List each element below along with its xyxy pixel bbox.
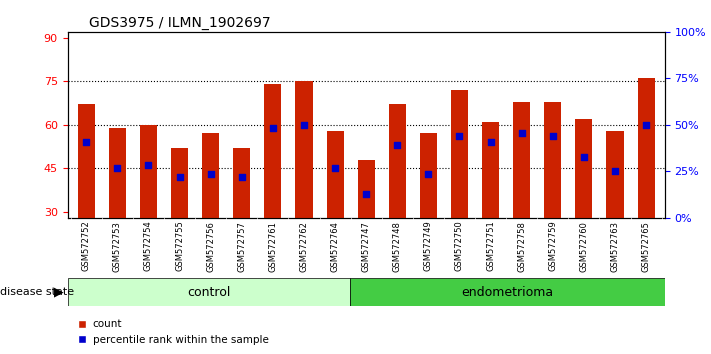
Text: GSM572751: GSM572751 xyxy=(486,221,495,272)
Legend: count, percentile rank within the sample: count, percentile rank within the sample xyxy=(73,315,272,349)
Point xyxy=(236,174,247,180)
Text: GSM572762: GSM572762 xyxy=(299,221,309,272)
Text: GSM572759: GSM572759 xyxy=(548,221,557,272)
Bar xyxy=(575,119,592,218)
Text: GSM572753: GSM572753 xyxy=(113,221,122,272)
Text: GSM572748: GSM572748 xyxy=(392,221,402,272)
Point xyxy=(112,166,123,171)
Bar xyxy=(513,102,530,218)
Point xyxy=(516,131,528,136)
Bar xyxy=(140,125,157,218)
Point xyxy=(641,122,652,128)
Text: control: control xyxy=(187,286,230,298)
Text: GSM572755: GSM572755 xyxy=(175,221,184,272)
Point xyxy=(267,125,279,131)
Bar xyxy=(233,148,250,218)
Text: GSM572752: GSM572752 xyxy=(82,221,91,272)
Point xyxy=(205,171,216,177)
Bar xyxy=(358,160,375,218)
Text: ▶: ▶ xyxy=(54,286,64,298)
Bar xyxy=(295,81,313,218)
Bar xyxy=(68,278,351,306)
Point xyxy=(80,139,92,145)
Point xyxy=(299,122,310,128)
Bar xyxy=(638,78,655,218)
Text: GSM572758: GSM572758 xyxy=(517,221,526,272)
Text: GSM572756: GSM572756 xyxy=(206,221,215,272)
Text: GSM572761: GSM572761 xyxy=(268,221,277,272)
Bar xyxy=(419,133,437,218)
Point xyxy=(360,192,372,197)
Bar xyxy=(264,84,282,218)
Bar xyxy=(451,90,468,218)
Text: GSM572763: GSM572763 xyxy=(611,221,619,272)
Point xyxy=(329,166,341,171)
Point xyxy=(547,133,559,139)
Text: GSM572760: GSM572760 xyxy=(579,221,589,272)
Bar xyxy=(482,122,499,218)
Text: GSM572757: GSM572757 xyxy=(237,221,246,272)
Point xyxy=(174,174,186,180)
Bar xyxy=(109,128,126,218)
Bar xyxy=(171,148,188,218)
Point xyxy=(454,133,465,139)
Bar xyxy=(544,102,562,218)
Bar xyxy=(351,278,665,306)
Text: GSM572750: GSM572750 xyxy=(455,221,464,272)
Point xyxy=(578,154,589,160)
Bar xyxy=(326,131,343,218)
Text: disease state: disease state xyxy=(0,287,74,297)
Point xyxy=(392,142,403,148)
Text: GSM572765: GSM572765 xyxy=(641,221,651,272)
Point xyxy=(143,162,154,168)
Text: GSM572754: GSM572754 xyxy=(144,221,153,272)
Bar xyxy=(77,104,95,218)
Point xyxy=(485,139,496,145)
Point xyxy=(609,169,621,174)
Text: GSM572749: GSM572749 xyxy=(424,221,433,272)
Bar xyxy=(389,104,406,218)
Text: GSM572747: GSM572747 xyxy=(362,221,370,272)
Text: GDS3975 / ILMN_1902697: GDS3975 / ILMN_1902697 xyxy=(89,16,270,30)
Text: GSM572764: GSM572764 xyxy=(331,221,340,272)
Bar xyxy=(606,131,624,218)
Bar xyxy=(202,133,219,218)
Point xyxy=(422,171,434,177)
Text: endometrioma: endometrioma xyxy=(461,286,554,298)
